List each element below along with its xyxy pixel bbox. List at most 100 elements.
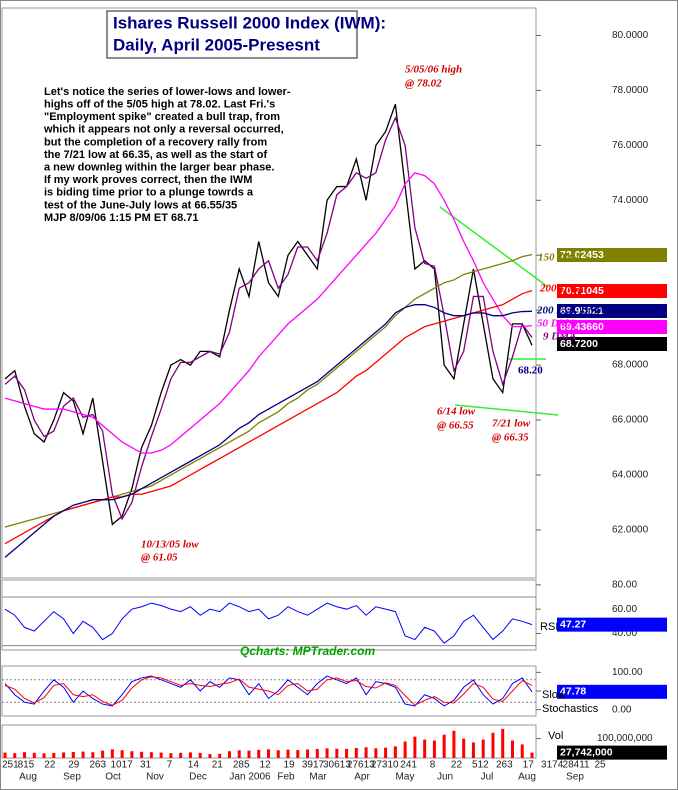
value-tag-label: 72.02453 <box>560 249 604 261</box>
value-tag-label: 69.43660 <box>560 321 604 333</box>
volume-bar <box>130 751 134 758</box>
x-month-label: Mar <box>309 772 327 783</box>
x-day-label: 30613 <box>323 760 351 771</box>
value-tag <box>557 617 667 632</box>
annotation: 7/21 low <box>492 418 531 430</box>
value-tag <box>557 248 667 262</box>
value-tag <box>557 320 667 334</box>
volume-bar <box>481 739 485 758</box>
y-tick-label: 40.00 <box>612 628 637 639</box>
value-tag <box>557 337 667 351</box>
volume-bar <box>345 748 349 758</box>
volume-bar <box>140 751 144 758</box>
source: Qcharts: MPTrader.com <box>240 644 375 658</box>
volume-bar <box>247 750 251 758</box>
value-tag <box>557 284 667 298</box>
volume-bar <box>3 752 7 758</box>
value-tag-label: 68.7200 <box>560 338 598 350</box>
volume-bar <box>32 752 36 758</box>
volume-bar <box>227 751 231 758</box>
commentary-line: the 7/21 low at 66.35, as well as the st… <box>44 149 267 161</box>
x-day-label: 251 <box>2 760 19 771</box>
volume-bar <box>423 739 427 758</box>
panel-label: Stochastics <box>542 703 599 715</box>
volume-bar <box>432 740 436 758</box>
series-line <box>4 676 533 706</box>
commentary-line: MJP 8/09/06 1:15 PM ET 68.71 <box>44 212 199 224</box>
x-day-label: 21 <box>212 760 224 771</box>
series-label: 150 DMA <box>538 252 582 264</box>
rsi-panel <box>1 579 537 651</box>
commentary-line: If my work proves correct, then the IWM <box>44 174 252 186</box>
volume-bar <box>208 754 212 758</box>
series-line <box>4 116 533 521</box>
y-tick-label: 78.0000 <box>612 85 649 96</box>
x-month-label: Nov <box>146 772 164 783</box>
annotation: 6/14 low <box>437 406 476 418</box>
volume-bar <box>188 752 192 758</box>
x-month-label: Aug <box>19 772 37 783</box>
value-tag-label: 69.95921 <box>560 305 604 317</box>
volume-bar <box>364 747 368 758</box>
value-tag <box>557 684 667 699</box>
volume-bar <box>42 753 46 758</box>
x-month-label: May <box>396 772 415 783</box>
x-day-label: 19 <box>283 760 295 771</box>
x-day-label: 263 <box>89 760 106 771</box>
volume-bar <box>267 749 270 758</box>
y-tick-label: 100,000,000 <box>597 733 653 744</box>
x-month-label: Sep <box>63 772 81 783</box>
annotation: @ 61.05 <box>141 552 178 564</box>
volume-bar <box>237 750 241 758</box>
x-day-label: 3174 <box>541 760 564 771</box>
volume-bar <box>462 738 466 758</box>
y-tick-label: 64.0000 <box>612 470 649 481</box>
x-day-label: 285 <box>233 760 250 771</box>
x-month-label: Jul <box>481 772 494 783</box>
volume-bar <box>257 749 261 758</box>
y-tick-label: 62.0000 <box>612 525 649 536</box>
x-day-label: 31 <box>140 760 152 771</box>
volume-bar <box>452 730 456 758</box>
x-day-label: 12 <box>260 760 272 771</box>
annotation: 10/13/05 low <box>141 539 199 551</box>
trendline <box>454 404 559 416</box>
x-day-label: 815 <box>18 760 35 771</box>
volume-bar <box>374 748 378 758</box>
volume-bar <box>62 752 66 758</box>
x-month-label: Jan 2006 <box>229 772 271 783</box>
x-month-label: Aug <box>518 772 536 783</box>
volume-bar <box>91 752 95 758</box>
series-line <box>4 172 533 454</box>
y-tick-label: 0.00 <box>612 704 632 715</box>
x-day-label: 1017 <box>110 760 133 771</box>
series-line <box>4 290 533 545</box>
value-tag-label: 27,742,000 <box>560 746 613 758</box>
x-day-label: 263 <box>496 760 513 771</box>
x-day-label: 22 <box>44 760 56 771</box>
x-month-label: Dec <box>189 772 207 783</box>
series-label: 50 DMA <box>537 318 576 330</box>
x-day-label: 17 <box>523 760 535 771</box>
commentary-line: "Employment spike" created a bull trap, … <box>44 111 280 123</box>
volume-bar <box>110 749 114 758</box>
y-tick-label: 76.0000 <box>612 140 649 151</box>
volume-bar <box>325 748 329 758</box>
commentary-line: is biding time prior to a plunge towrds … <box>44 187 254 199</box>
x-day-label: 27310 <box>371 760 399 771</box>
commentary-line: but the completion of a recovery rally f… <box>44 136 267 148</box>
x-day-label: 25 <box>594 760 606 771</box>
value-tag-label: 47.27 <box>560 618 586 630</box>
series-line <box>4 602 533 644</box>
volume-bar <box>315 749 319 758</box>
annotation: @ 66.35 <box>492 432 529 444</box>
volume-bar <box>306 749 310 758</box>
y-tick-label: 74.0000 <box>612 195 649 206</box>
panel-label: Vol <box>548 730 563 742</box>
panel-label: Slow <box>542 689 566 701</box>
y-tick-label: 100.00 <box>612 667 643 678</box>
x-month-label: Oct <box>105 772 121 783</box>
volume-bar <box>413 736 417 758</box>
volume-bar <box>169 753 173 758</box>
